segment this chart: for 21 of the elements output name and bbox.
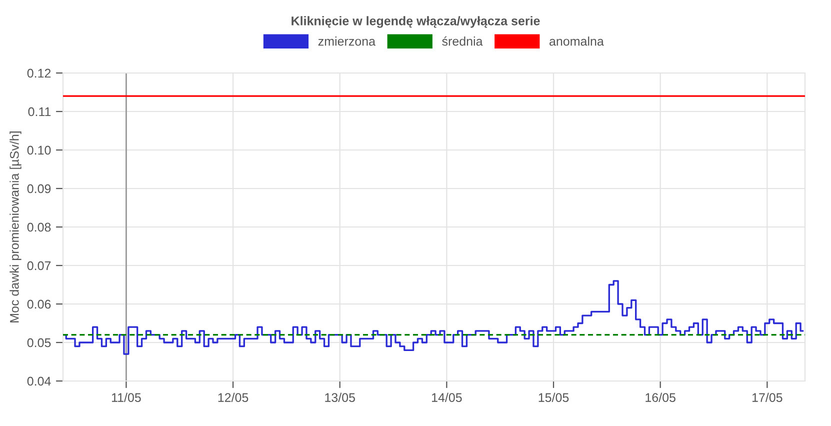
y-tick-label: 0.12 [27,68,51,78]
y-tick-label: 0.08 [27,222,51,232]
y-tick-label: 0.10 [27,146,51,155]
chart-title: Kliknięcie w legendę włącza/wyłącza serie [292,16,540,28]
x-tick-label: 16/05 [646,392,676,402]
y-tick-label: 0.11 [28,107,51,116]
legend-label: średnia [442,36,483,46]
y-tick-label: 0.04 [27,376,51,386]
y-tick-label: 0.07 [27,261,51,270]
x-tick-label: 11/05 [112,392,141,402]
y-tick-label: 0.09 [27,184,51,194]
y-axis-title: Moc dawki promieniowania [µSv/h] [10,132,22,322]
y-tick-label: 0.06 [27,300,51,309]
x-tick-label: 13/05 [325,392,355,402]
y-tick-label: 0.05 [27,338,51,348]
x-tick-label: 15/05 [538,392,569,402]
legend-label: zmierzona [318,36,376,46]
legend-label: anomalna [550,36,604,46]
x-tick-label: 17/05 [752,392,782,402]
x-tick-label: 14/05 [432,392,462,402]
x-tick-label: 12/05 [218,392,248,402]
